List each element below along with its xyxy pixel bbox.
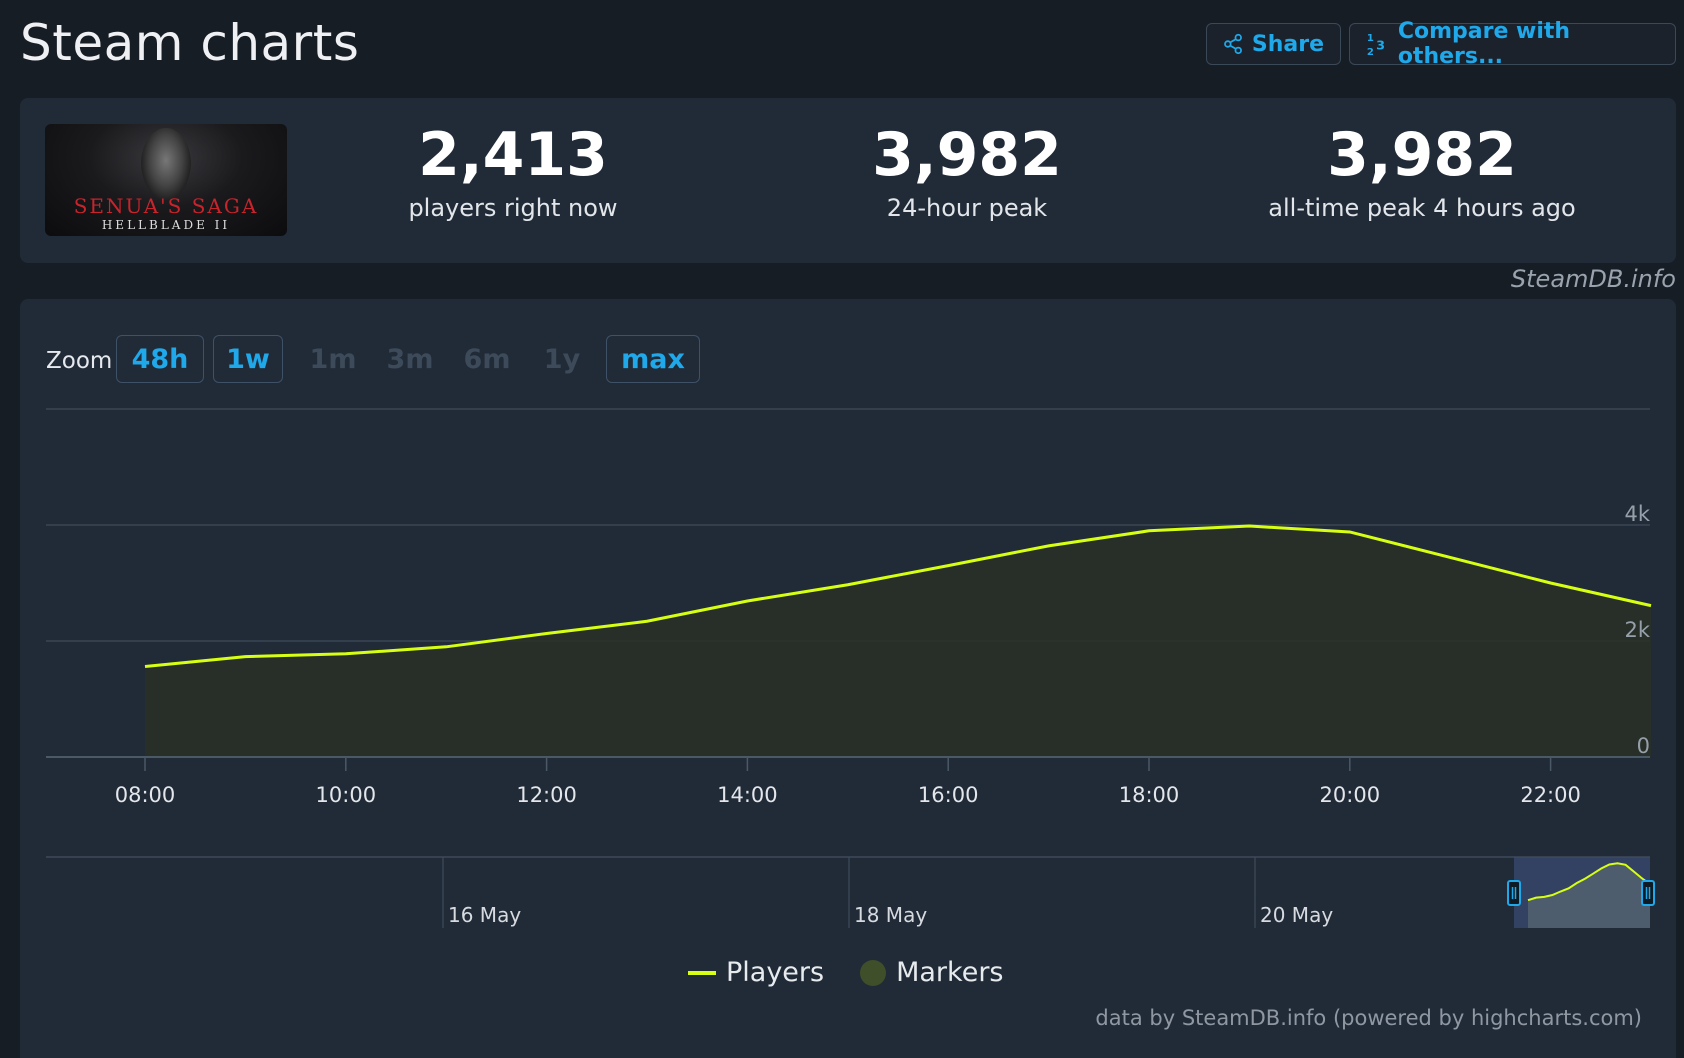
zoom-button-1m: 1m (309, 343, 357, 375)
players-point (545, 632, 548, 635)
zoom-button-6m: 6m (463, 343, 511, 375)
svg-text:1: 1 (1367, 33, 1374, 44)
zoom-button-1y: 1y (543, 343, 581, 375)
peak-24h-label: 24-hour peak (886, 194, 1048, 222)
zoom-button-48h[interactable]: 48h (116, 335, 204, 383)
alltime-peak-value: 3,982 (1327, 120, 1517, 190)
players-area-fill (145, 526, 1651, 757)
y-tick-label: 2k (1624, 618, 1650, 642)
players-point (344, 652, 347, 655)
x-tick-label: 12:00 (516, 783, 577, 807)
players-point (1248, 525, 1251, 528)
data-credit[interactable]: data by SteamDB.info (powered by highcha… (1095, 1006, 1642, 1030)
x-tick-label: 16:00 (918, 783, 979, 807)
players-chart[interactable]: 0 2k 4k 08:00 10:00 12:00 14:00 16:00 18:00 20:00… (20, 299, 1676, 1058)
alltime-peak-label: all-time peak 4 hours ago (1268, 194, 1576, 222)
chart-legend: Players Markers (688, 957, 1026, 988)
players-point (947, 564, 950, 567)
svg-text:3: 3 (1376, 38, 1385, 53)
x-tick-label: 08:00 (115, 783, 176, 807)
stats-panel: SENUA'S SAGA HELLBLADE II 2,413 players … (20, 98, 1676, 263)
players-point (1449, 556, 1452, 559)
players-point (144, 665, 147, 668)
page-title: Steam charts (20, 14, 360, 72)
players-line (144, 524, 1652, 669)
navigator-mini-area (1528, 863, 1650, 928)
current-players-value: 2,413 (418, 120, 608, 190)
navigator-date-label: 20 May (1260, 903, 1333, 927)
players-point (445, 645, 448, 648)
zoom-label: Zoom (46, 348, 113, 374)
current-players-label: players right now (408, 194, 618, 222)
numbers-icon: 1 2 3 (1367, 33, 1385, 58)
stat-alltime-peak: 3,982 all-time peak 4 hours ago (1192, 120, 1652, 222)
navigator-mini-line (1527, 862, 1651, 902)
y-tick-label: 0 (1637, 734, 1650, 758)
players-point (1549, 582, 1552, 585)
y-tick-label: 4k (1624, 502, 1650, 526)
stat-current-players: 2,413 players right now (283, 120, 743, 222)
players-point (1348, 530, 1351, 533)
stat-24h-peak: 3,982 24-hour peak (737, 120, 1197, 222)
navigator-left-handle[interactable] (1507, 880, 1521, 906)
game-logo-subtitle: HELLBLADE II (101, 218, 231, 232)
share-label: Share (1251, 31, 1324, 57)
share-icon (1224, 33, 1242, 55)
players-point (1650, 604, 1653, 607)
x-tick-label: 22:00 (1520, 783, 1581, 807)
game-cover-image[interactable]: SENUA'S SAGA HELLBLADE II (45, 124, 287, 236)
compare-button[interactable]: 1 2 3 Compare with others... (1349, 19, 1676, 69)
x-tick-label: 18:00 (1119, 783, 1180, 807)
navigator-date-label: 16 May (448, 903, 521, 927)
players-point (1047, 544, 1050, 547)
steamdb-credit-link[interactable]: SteamDB.info (1510, 265, 1676, 293)
legend-markers-dot-icon (860, 959, 887, 986)
players-point (846, 583, 849, 586)
navigator-right-handle[interactable] (1641, 880, 1655, 906)
x-tick-label: 20:00 (1320, 783, 1381, 807)
players-point (1148, 529, 1151, 532)
chart-panel: Zoom 48h 1w 1m 3m 6m 1y max 0 2k 4k 08:00 10:00 12:… (20, 299, 1676, 1058)
legend-players[interactable]: Players (688, 957, 824, 988)
x-tick-label: 14:00 (717, 783, 778, 807)
legend-markers[interactable]: Markers (860, 957, 1004, 988)
players-point (746, 599, 749, 602)
navigator-date-label: 18 May (854, 903, 927, 927)
legend-players-label: Players (726, 957, 825, 988)
zoom-button-3m: 3m (386, 343, 434, 375)
compare-label: Compare with others... (1397, 19, 1571, 69)
legend-markers-label: Markers (896, 957, 1004, 988)
game-logo-title: SENUA'S SAGA (73, 194, 259, 218)
zoom-button-1w[interactable]: 1w (213, 335, 283, 383)
share-button[interactable]: Share (1206, 23, 1341, 65)
svg-text:2: 2 (1367, 47, 1374, 58)
players-point (244, 655, 247, 658)
zoom-button-max[interactable]: max (606, 335, 700, 383)
game-art-figure (141, 128, 191, 200)
x-tick-label: 10:00 (316, 783, 377, 807)
players-point (646, 620, 649, 623)
peak-24h-value: 3,982 (872, 120, 1062, 190)
legend-players-line-icon (688, 970, 716, 975)
